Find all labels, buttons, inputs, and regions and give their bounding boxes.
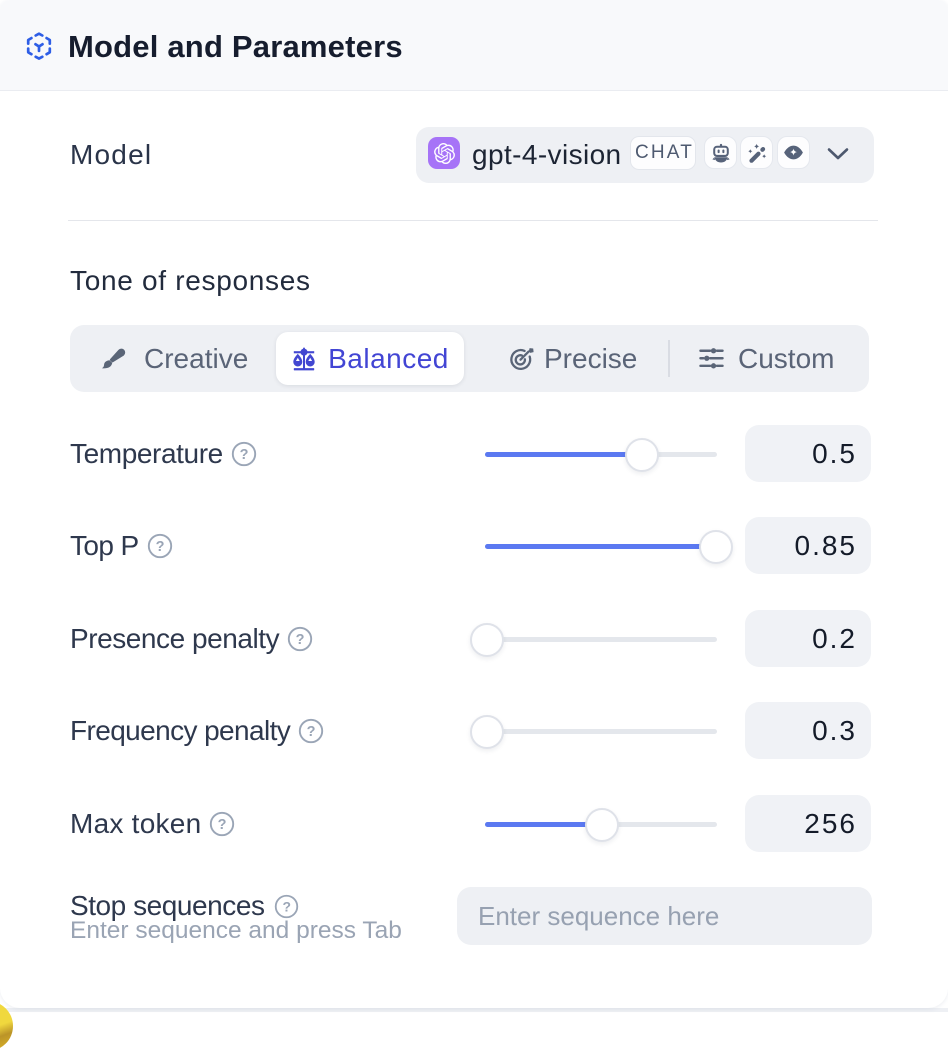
- svg-text:?: ?: [296, 632, 305, 648]
- svg-text:?: ?: [155, 539, 164, 555]
- svg-text:?: ?: [307, 724, 316, 740]
- svg-text:?: ?: [282, 898, 290, 914]
- svg-text:?: ?: [218, 817, 227, 833]
- svg-text:?: ?: [239, 447, 248, 463]
